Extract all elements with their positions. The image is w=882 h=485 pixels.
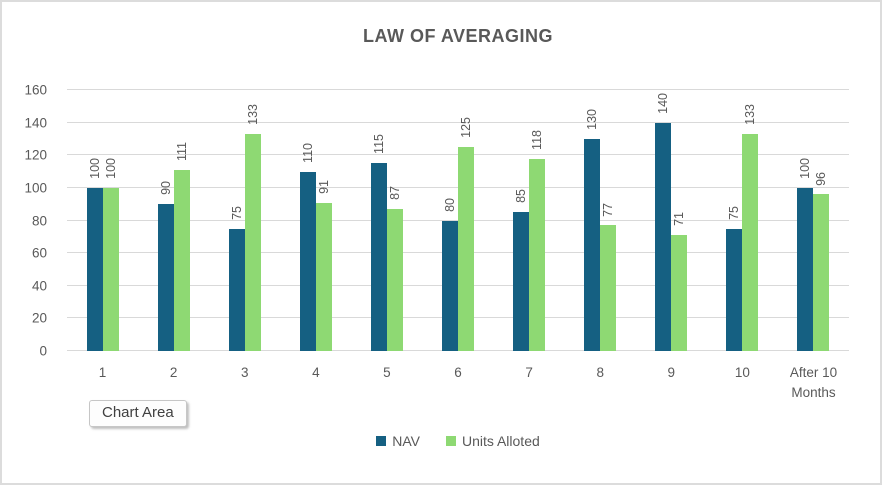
bar-units-alloted[interactable]: 125 <box>458 117 475 351</box>
data-label: 96 <box>814 171 829 186</box>
data-label: 77 <box>601 202 616 217</box>
chart-title[interactable]: LAW OF AVERAGING <box>363 26 553 46</box>
data-label: 125 <box>459 117 474 139</box>
y-tick-label: 140 <box>24 115 47 131</box>
x-axis-label[interactable]: 9 <box>667 365 676 380</box>
x-axis-label[interactable]: 5 <box>383 365 391 380</box>
bar-units-alloted[interactable]: 118 <box>529 130 546 351</box>
data-label: 130 <box>585 109 600 130</box>
bar-units-alloted[interactable]: 96 <box>813 172 830 351</box>
x-axis-label[interactable]: 8 <box>596 365 604 380</box>
legend-label: Units Alloted <box>461 433 540 449</box>
category-group: 90 111 <box>138 90 209 351</box>
bar-units-alloted[interactable]: 71 <box>671 212 688 351</box>
y-tick-label: 80 <box>31 213 47 228</box>
data-label: 85 <box>514 189 529 204</box>
tooltip-label: Chart Area <box>102 404 174 421</box>
x-axis-label[interactable]: 7 <box>525 365 533 380</box>
data-label: 110 <box>300 142 315 163</box>
gridline <box>67 154 849 156</box>
x-axis-label[interactable]: 1 <box>98 365 107 380</box>
bars: 100 100 90 111 75 133 110 91 115 87 80 125 85 118 130 7… <box>67 90 849 351</box>
category-group: 85 118 <box>494 90 565 351</box>
legend-swatch-icon <box>445 436 456 446</box>
bar-nav[interactable]: 75 <box>228 206 245 351</box>
data-label: 111 <box>174 141 189 161</box>
data-label: 75 <box>727 205 742 220</box>
data-label: 71 <box>672 212 687 227</box>
y-tick-label: 40 <box>31 278 47 294</box>
x-axis-label[interactable]: 10 <box>734 365 750 380</box>
bar-units-alloted[interactable]: 133 <box>244 104 261 351</box>
bar-nav[interactable]: 110 <box>299 143 316 351</box>
gridline <box>67 186 849 188</box>
legend-swatch-icon <box>376 436 387 446</box>
category-group: 75 133 <box>209 90 280 351</box>
data-label: 133 <box>245 104 260 126</box>
data-label: 75 <box>229 205 244 220</box>
data-label: 91 <box>316 179 331 194</box>
x-axis-label[interactable]: 4 <box>312 365 320 380</box>
bar-units-alloted[interactable]: 87 <box>386 186 403 351</box>
data-label: 140 <box>656 92 671 114</box>
gridline <box>67 89 849 90</box>
category-group: 100 100 <box>67 90 138 351</box>
gridline <box>67 121 849 123</box>
data-label: 115 <box>371 134 386 155</box>
legend-item-nav[interactable]: NAV <box>376 433 420 449</box>
y-tick-label: 120 <box>24 147 47 163</box>
category-group: 100 96 <box>778 90 849 351</box>
y-tick-label: 20 <box>31 310 47 326</box>
bar-nav[interactable]: 80 <box>442 198 459 351</box>
data-label: 118 <box>530 129 545 150</box>
bar-units-alloted[interactable]: 111 <box>173 142 190 351</box>
plot-area[interactable]: 100 100 90 111 75 133 110 91 115 87 80 125 85 118 130 7… <box>67 89 849 351</box>
y-tick-label: 160 <box>24 82 47 98</box>
data-label: 100 <box>87 158 102 179</box>
category-group: 80 125 <box>422 90 493 351</box>
bar-units-alloted[interactable]: 91 <box>315 180 332 351</box>
category-group: 115 87 <box>351 90 422 351</box>
category-group: 75 133 <box>707 90 778 351</box>
legend-item-units-alloted[interactable]: Units Alloted <box>445 433 540 449</box>
x-axis-label[interactable]: 6 <box>454 365 462 380</box>
bar-nav[interactable]: 90 <box>157 181 174 351</box>
chart-area-tooltip: Chart Area <box>89 400 187 427</box>
category-group: 130 77 <box>565 90 636 351</box>
x-axis[interactable]: 1 2 3 4 5 6 7 8 9 10 After 10 Months <box>67 363 849 402</box>
bar-units-alloted[interactable]: 100 <box>102 158 119 351</box>
bar-units-alloted[interactable]: 133 <box>742 104 759 351</box>
x-axis-label[interactable]: 3 <box>240 365 249 380</box>
bar-nav[interactable]: 85 <box>513 189 530 351</box>
bar-nav[interactable]: 75 <box>726 206 743 351</box>
data-label: 133 <box>743 104 758 126</box>
data-label: 100 <box>798 158 813 179</box>
data-label: 90 <box>158 181 173 196</box>
x-axis-label[interactable]: After 10 Months <box>789 365 838 400</box>
legend-label: NAV <box>392 433 420 449</box>
bar-nav[interactable]: 115 <box>370 134 387 351</box>
bar-nav[interactable]: 100 <box>86 158 103 351</box>
x-axis-label[interactable]: 2 <box>169 365 178 380</box>
category-group: 140 71 <box>636 90 707 351</box>
bar-nav[interactable]: 130 <box>584 109 601 351</box>
data-label: 100 <box>103 158 118 179</box>
y-tick-label: 60 <box>31 245 47 261</box>
bar-nav[interactable]: 100 <box>797 158 814 351</box>
data-label: 87 <box>387 186 402 201</box>
category-group: 110 91 <box>280 90 351 351</box>
bar-units-alloted[interactable]: 77 <box>600 203 617 351</box>
legend: NAV Units Alloted <box>67 433 849 449</box>
y-axis[interactable]: 0 20 40 60 80 100 120 140 160 <box>2 83 57 359</box>
bar-nav[interactable]: 140 <box>655 93 672 351</box>
gridline <box>67 219 849 221</box>
y-tick-label: 0 <box>39 343 47 359</box>
data-label: 80 <box>443 197 458 212</box>
y-tick-label: 100 <box>24 180 47 196</box>
